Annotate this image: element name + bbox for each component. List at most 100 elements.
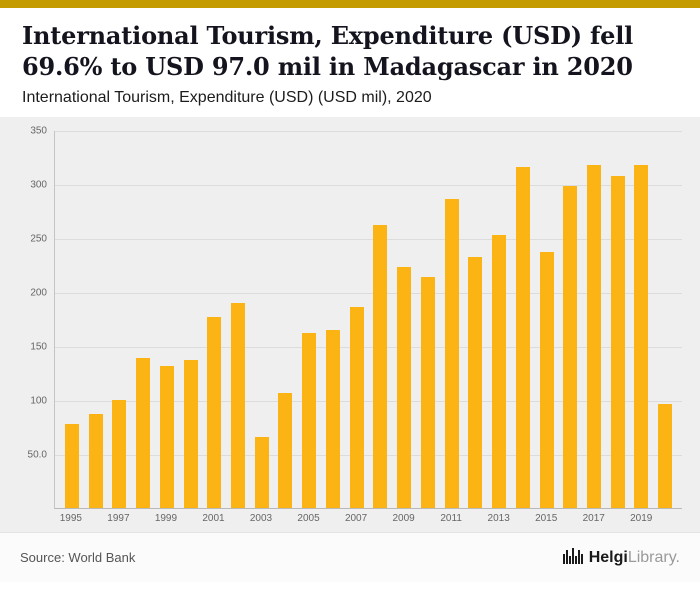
bar [610,175,625,509]
accent-top-strip [0,0,700,8]
x-tick-label [606,513,630,524]
x-axis-labels: 1995 1997 1999 2001 2003 2005 2007 2009 2011 2013… [54,509,682,524]
bar-column [440,131,464,509]
gridline [55,454,682,456]
brand-name-bold: Helgi [588,548,628,566]
bar [658,403,673,509]
x-tick-label [415,513,439,524]
bar [159,366,174,509]
y-tick-label: 150 [30,341,47,353]
gridline [55,185,682,187]
bar [492,234,507,509]
bar [444,199,459,509]
x-tick-label: 2005 [297,513,320,525]
x-tick-label: 1999 [154,513,178,525]
bar-column [416,131,440,509]
bar [64,424,79,509]
bar-column [297,131,321,509]
bar-column [511,131,535,509]
helgi-bars-icon [562,546,583,569]
x-tick-label [511,513,535,524]
bar [302,332,317,509]
y-tick-label: 100 [30,395,47,407]
bar [634,164,649,509]
bar-column [60,131,84,509]
gridline [55,292,682,294]
bar-column [84,131,108,509]
x-tick-label [558,513,582,524]
x-tick-label: 2015 [535,513,558,525]
bar-column [392,131,416,509]
x-tick-label [130,513,154,524]
brand-logo: HelgiLibrary. [562,546,680,569]
bar [587,164,602,509]
bar-column [274,131,298,509]
bar-column [558,131,582,509]
bar-column [630,131,654,509]
y-tick-label: 300 [30,179,47,191]
x-tick-label [83,513,107,524]
gridline [55,131,682,133]
bar-column [155,131,179,509]
footer: Source: World Bank HelgiLibrary. [0,532,700,583]
x-tick-label: 2013 [487,513,510,525]
x-tick-label: 1997 [107,513,130,525]
x-tick-label: 2017 [582,513,605,525]
page-title: International Tourism, Expenditure (USD)… [22,21,634,82]
bar-column [179,131,203,509]
bar [563,186,578,509]
bar [373,225,388,509]
y-tick-label: 200 [30,287,47,299]
x-tick-label [653,513,677,524]
bar-column [202,131,226,509]
bar-column [463,131,487,509]
bar [539,252,554,509]
bar [349,306,364,509]
bar [231,302,245,509]
brand-name: HelgiLibrary. [589,549,680,567]
brand-name-light: Library. [627,548,680,566]
bar-column [369,131,393,509]
x-tick-label: 2007 [344,513,368,525]
y-tick-label: 350 [30,125,47,137]
bar-column [487,131,511,509]
bar-series [55,131,682,509]
x-tick-label [320,513,344,524]
bar [183,359,198,509]
bar [254,437,269,509]
bar-column [345,131,369,509]
bar [325,329,340,509]
bar-column [653,131,677,509]
bar-column [250,131,274,509]
x-tick-label [463,513,487,524]
bar-column [226,131,250,509]
chart-section: 350 300 250 200 150 100 50.0 1995 1997 1999 2001 2… [0,117,700,533]
y-tick-label: 250 [30,233,47,245]
gridline [55,239,682,241]
chart-header: International Tourism, Expenditure (USD)… [0,8,700,118]
bar [207,316,222,509]
source-label: Source: World Bank [20,550,136,566]
x-tick-label: 2009 [392,513,415,525]
bar-column [606,131,630,509]
gridline [55,400,682,402]
gridline [55,346,682,348]
x-tick-label [273,513,297,524]
x-tick-label [368,513,392,524]
bar [112,399,127,509]
bar-column [535,131,559,509]
bar [468,257,483,509]
bar [420,276,435,509]
bar [278,393,293,509]
bar [136,357,151,509]
bar [515,166,530,509]
bar-column [131,131,155,509]
x-tick-label: 2019 [630,513,653,525]
chart-subtitle: International Tourism, Expenditure (USD)… [22,89,432,107]
bar-column [582,131,606,509]
x-tick-label: 2011 [440,513,462,525]
x-tick-label: 1995 [59,513,82,525]
y-tick-label: 50.0 [27,449,47,461]
x-tick-label: 2001 [202,513,225,525]
x-tick-label [178,513,202,524]
